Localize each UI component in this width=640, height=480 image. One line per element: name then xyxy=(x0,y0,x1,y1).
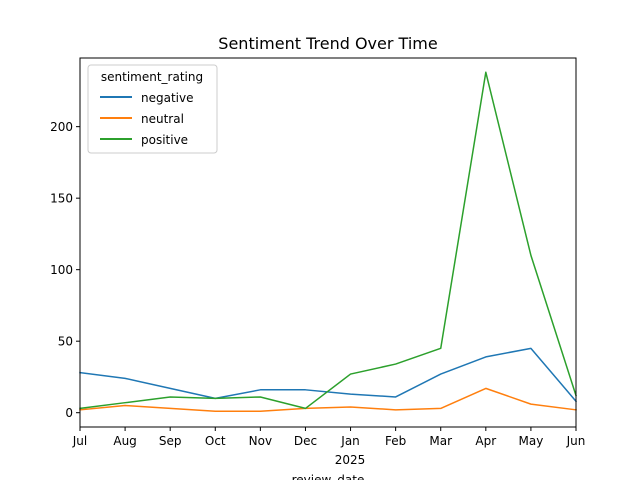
legend-label-positive: positive xyxy=(141,133,188,147)
x-tick-label: Mar xyxy=(429,434,452,448)
x-tick-label: Feb xyxy=(385,434,406,448)
y-tick-label: 0 xyxy=(65,406,73,420)
x-tick-label: May xyxy=(519,434,544,448)
legend: sentiment_rating negative neutral positi… xyxy=(87,64,218,154)
legend-label-negative: negative xyxy=(141,91,193,105)
x-tick-label: Dec xyxy=(294,434,317,448)
x-tick-label: Jun xyxy=(566,434,586,448)
y-tick-label: 200 xyxy=(50,120,73,134)
plot-frame xyxy=(79,57,577,428)
x-tick-label: Jan xyxy=(340,434,360,448)
x-tick-label: Nov xyxy=(249,434,272,448)
legend-box xyxy=(87,64,218,154)
y-tick-label: 100 xyxy=(50,263,73,277)
x-axis-label: review_date xyxy=(292,473,365,480)
x-tick-label: Sep xyxy=(159,434,182,448)
x-tick-label: Aug xyxy=(113,434,136,448)
x-tick-label: Jul xyxy=(72,434,87,448)
chart-title: Sentiment Trend Over Time xyxy=(218,34,437,53)
x-year-label: 2025 xyxy=(335,453,366,467)
y-tick-label: 50 xyxy=(58,335,73,349)
series-line-neutral xyxy=(79,387,577,413)
plot-area xyxy=(79,71,578,413)
y-tick-label: 150 xyxy=(50,192,73,206)
axes: 0 50 100 150 200 Jul Aug Sep Oct Nov Dec Jan Feb Mar A… xyxy=(50,120,585,448)
x-tick-label: Oct xyxy=(205,434,226,448)
legend-title: sentiment_rating xyxy=(101,70,203,84)
series-line-positive xyxy=(79,71,577,410)
x-tick-label: Apr xyxy=(475,434,496,448)
legend-label-neutral: neutral xyxy=(141,112,184,126)
